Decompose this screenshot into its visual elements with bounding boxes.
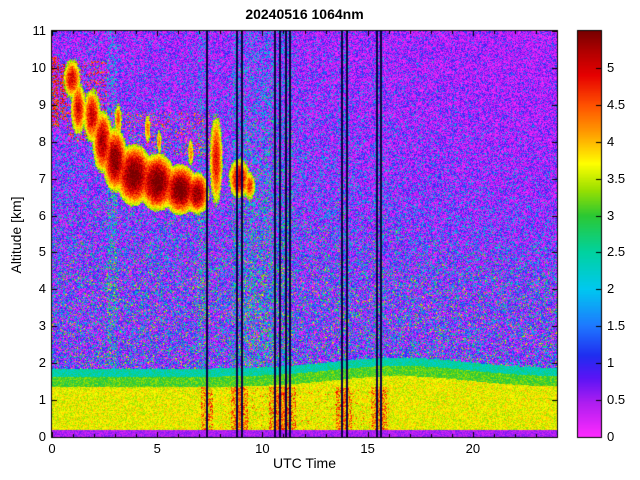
x-tick-label: 20 bbox=[465, 441, 481, 456]
y-tick-label: 4 bbox=[38, 281, 46, 297]
colorbar-tick-label: 4 bbox=[607, 133, 615, 149]
y-tick-label: 5 bbox=[38, 244, 46, 260]
colorbar-tick-label: 0.5 bbox=[607, 392, 626, 408]
y-tick-label: 1 bbox=[38, 392, 46, 408]
colorbar-tick-label: 0 bbox=[607, 429, 615, 444]
colorbar-tick-label: 3.5 bbox=[607, 170, 626, 186]
x-tick-label: 15 bbox=[360, 441, 375, 456]
y-tick-label: 11 bbox=[32, 23, 47, 38]
colorbar-tick-label: 2.5 bbox=[607, 244, 626, 260]
colorbar-tick-label: 3 bbox=[607, 207, 615, 223]
y-tick-label: 3 bbox=[38, 318, 46, 334]
colorbar-tick-label: 5 bbox=[607, 59, 615, 75]
colorbar-tick-label: 1.5 bbox=[607, 318, 626, 334]
colorbar-tick-label: 2 bbox=[607, 281, 615, 297]
x-tick-label: 0 bbox=[48, 441, 56, 456]
x-tick-label: 10 bbox=[255, 441, 270, 456]
y-tick-label: 2 bbox=[38, 355, 46, 371]
y-axis-label: Altitude [km] bbox=[8, 196, 24, 274]
x-axis-label: UTC Time bbox=[273, 455, 336, 471]
chart-title: 20240516 1064nm bbox=[245, 6, 364, 22]
y-tick-label: 0 bbox=[38, 429, 46, 444]
y-tick-label: 7 bbox=[38, 170, 46, 186]
y-tick-label: 10 bbox=[31, 59, 46, 75]
x-tick-label: 5 bbox=[153, 441, 161, 456]
y-tick-label: 8 bbox=[38, 133, 46, 149]
colorbar-tick-label: 4.5 bbox=[607, 96, 626, 112]
y-tick-label: 6 bbox=[38, 207, 46, 223]
colorbar-tick-label: 1 bbox=[607, 355, 615, 371]
y-tick-label: 9 bbox=[38, 96, 46, 112]
